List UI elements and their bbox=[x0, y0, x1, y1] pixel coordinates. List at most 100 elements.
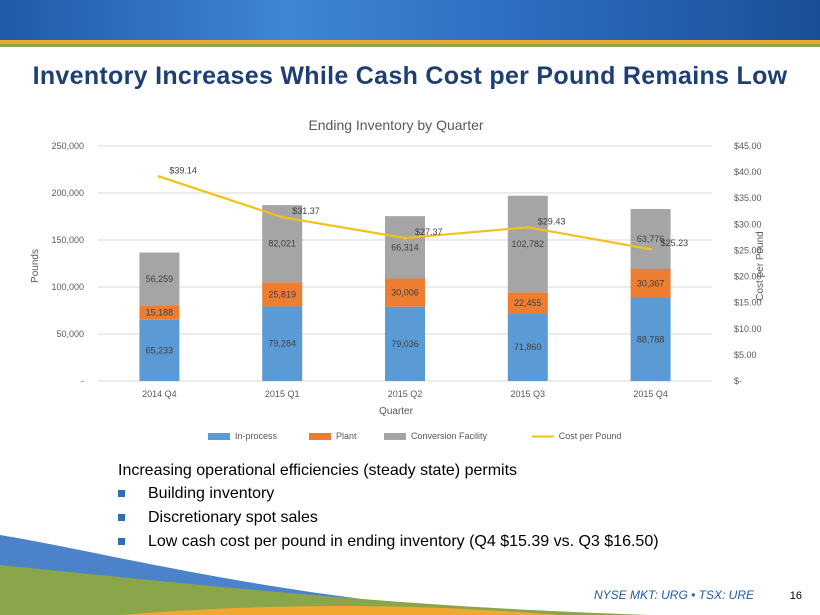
cost-line: $39.14 $31.37 $27.37 $29.43 $25.23 bbox=[157, 166, 689, 251]
cost-data-label: $29.43 bbox=[538, 216, 566, 226]
footer-ticker: NYSE MKT: URG • TSX: URE bbox=[594, 588, 754, 602]
x-tick-label: 2015 Q4 bbox=[633, 389, 668, 399]
bar-segment bbox=[385, 278, 425, 307]
bar-labels: 65,233 15,188 56,259 79,284 25,819 82,021 79,0… bbox=[146, 234, 665, 355]
bullet-square-icon bbox=[118, 490, 125, 497]
x-tick-label: 2015 Q2 bbox=[388, 389, 423, 399]
bar-segment bbox=[507, 292, 548, 314]
legend-swatch bbox=[384, 433, 406, 440]
bar-segment bbox=[139, 305, 180, 320]
chart-title: Ending Inventory by Quarter bbox=[308, 117, 483, 133]
bar-data-label: 65,233 bbox=[146, 345, 174, 355]
bar-data-label: 25,819 bbox=[268, 289, 296, 299]
legend-label: Cost per Pound bbox=[559, 431, 622, 441]
y2-tick-label: $45.00 bbox=[734, 141, 762, 151]
bar-segment bbox=[385, 216, 425, 279]
x-tick-label: 2015 Q3 bbox=[511, 389, 546, 399]
bullet-text: Discretionary spot sales bbox=[148, 509, 318, 526]
slide-title: Inventory Increases While Cash Cost per … bbox=[32, 62, 788, 90]
bullet-item: Building inventory bbox=[118, 484, 808, 504]
bar-segment bbox=[385, 306, 425, 381]
bar-data-label: 15,188 bbox=[146, 308, 174, 318]
bullet-lead: Increasing operational efficiencies (ste… bbox=[118, 462, 518, 479]
gridlines bbox=[98, 145, 712, 382]
cost-data-label: $25.23 bbox=[661, 238, 689, 248]
cost-data-label: $27.37 bbox=[415, 227, 443, 237]
bar-segment bbox=[507, 313, 548, 381]
bullet-text: Low cash cost per pound in ending invent… bbox=[148, 533, 659, 550]
bullet-square-icon bbox=[118, 538, 125, 545]
y-tick-label: - bbox=[81, 376, 84, 386]
bars bbox=[139, 195, 671, 381]
bullet-item: Discretionary spot sales bbox=[118, 508, 808, 528]
y2-tick-label: $25.00 bbox=[734, 245, 762, 255]
bullet-list: Building inventory Discretionary spot sa… bbox=[118, 484, 808, 552]
bar-data-label: 56,259 bbox=[146, 274, 174, 284]
legend-label: In-process bbox=[235, 431, 278, 441]
cost-point bbox=[157, 175, 161, 179]
page-number: 16 bbox=[789, 590, 802, 602]
bar-data-label: 30,006 bbox=[391, 288, 419, 298]
x-tick-label: 2014 Q4 bbox=[142, 389, 177, 399]
y2-tick-label: $10.00 bbox=[734, 324, 762, 334]
bar-segment bbox=[507, 195, 548, 293]
y2-tick-label: $40.00 bbox=[734, 167, 762, 177]
y2-tick-label: $35.00 bbox=[734, 193, 762, 203]
cost-data-label: $39.14 bbox=[169, 166, 197, 176]
bar-segment bbox=[262, 282, 303, 307]
bar-data-label: 22,455 bbox=[514, 298, 542, 308]
x-axis-label: Quarter bbox=[379, 406, 414, 417]
bar-data-label: 71,860 bbox=[514, 342, 542, 352]
bar-data-label: 30,367 bbox=[637, 278, 665, 288]
bar-segment bbox=[262, 306, 303, 381]
y2-tick-label: $30.00 bbox=[734, 219, 762, 229]
y-tick-label: 100,000 bbox=[51, 282, 84, 292]
cost-point bbox=[280, 215, 284, 219]
y2-tick-label: $15.00 bbox=[734, 298, 762, 308]
y2-axis-label: Cost per Pound bbox=[755, 231, 766, 301]
bar-data-label: 82,021 bbox=[268, 239, 296, 249]
bar-segment bbox=[630, 297, 671, 381]
chart-svg: Ending Inventory by Quarter 65,233 15,188… bbox=[30, 117, 766, 441]
y-axis-label: Pounds bbox=[30, 249, 41, 283]
y2-tick-label: $- bbox=[734, 376, 742, 386]
legend-label: Plant bbox=[336, 431, 357, 441]
top-banner bbox=[0, 0, 820, 40]
cost-point bbox=[526, 225, 530, 229]
bar-data-label: 79,284 bbox=[268, 339, 296, 349]
legend-swatch bbox=[208, 433, 230, 440]
y-tick-label: 150,000 bbox=[51, 235, 84, 245]
bar-segment bbox=[139, 252, 180, 306]
corner-swoosh-decoration bbox=[0, 535, 650, 615]
top-stripe-orange bbox=[0, 40, 820, 44]
cost-data-label: $31.37 bbox=[292, 206, 320, 216]
bullet-section: Increasing operational efficiencies (ste… bbox=[118, 462, 808, 556]
y2-tick-label: $5.00 bbox=[734, 350, 757, 360]
bar-data-label: 79,036 bbox=[391, 339, 419, 349]
x-tick-label: 2015 Q1 bbox=[265, 389, 300, 399]
bar-data-label: 63,776 bbox=[637, 234, 665, 244]
y-tick-label: 200,000 bbox=[51, 188, 84, 198]
bar-data-label: 66,314 bbox=[391, 242, 419, 252]
x-axis-ticks: 2014 Q4 2015 Q1 2015 Q2 2015 Q3 2015 Q4 bbox=[142, 389, 668, 399]
bullet-text: Building inventory bbox=[148, 485, 275, 502]
legend-swatch bbox=[309, 433, 331, 440]
bar-data-label: 88,788 bbox=[637, 334, 665, 344]
legend: In-process Plant Conversion Facility Cost p… bbox=[208, 431, 621, 441]
y2-axis-ticks: $- $5.00 $10.00 $15.00 $20.00 $25.00 $30.00 $35… bbox=[734, 141, 762, 386]
bar-segment bbox=[630, 268, 671, 298]
inventory-chart: Ending Inventory by Quarter 65,233 15,188… bbox=[20, 108, 800, 458]
y-tick-label: 250,000 bbox=[51, 141, 84, 151]
top-stripe-green bbox=[0, 44, 820, 47]
cost-point bbox=[403, 236, 407, 240]
y-axis-ticks: - 50,000 100,000 150,000 200,000 250,000 bbox=[51, 141, 84, 386]
bullet-square-icon bbox=[118, 514, 125, 521]
legend-label: Conversion Facility bbox=[411, 431, 488, 441]
bar-segment bbox=[139, 319, 180, 381]
y-tick-label: 50,000 bbox=[56, 329, 84, 339]
bullet-item: Low cash cost per pound in ending invent… bbox=[118, 532, 808, 552]
cost-point bbox=[649, 247, 653, 251]
y2-tick-label: $20.00 bbox=[734, 272, 762, 282]
bar-data-label: 102,782 bbox=[512, 239, 545, 249]
bar-segment bbox=[630, 209, 671, 269]
